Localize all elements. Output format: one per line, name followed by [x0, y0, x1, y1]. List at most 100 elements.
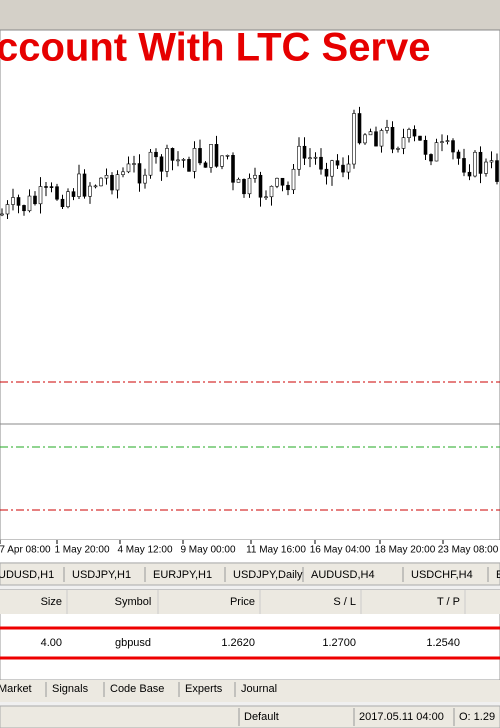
- time-label: 1 May 20:00: [54, 545, 109, 556]
- chart-tab-bar: [0, 562, 500, 586]
- candle-body: [319, 156, 323, 170]
- terminal-tab[interactable]: Signals: [52, 683, 89, 695]
- candle-body: [423, 139, 428, 155]
- candle-body: [390, 126, 395, 150]
- chart-tab[interactable]: E: [496, 569, 500, 581]
- candle-body: [462, 158, 466, 173]
- candle-body: [440, 141, 444, 143]
- candle-body: [231, 155, 235, 183]
- candle-body: [379, 130, 384, 147]
- candle-body: [280, 177, 285, 186]
- candle-body: [16, 197, 21, 206]
- table-cell: gbpusd: [115, 637, 151, 649]
- time-label: 18 May 20:00: [375, 545, 436, 556]
- banner-title: ccount With LTC Serve: [0, 26, 431, 70]
- candle-body: [93, 185, 98, 188]
- candle-body: [60, 198, 65, 208]
- candle-body: [5, 204, 10, 215]
- candle-body: [22, 205, 26, 212]
- candle-body: [143, 174, 147, 184]
- candle-body: [346, 163, 351, 173]
- candle-body: [198, 148, 202, 164]
- status-field: O: 1.29: [459, 711, 495, 723]
- chart-tab[interactable]: AUDUSD,H4: [311, 569, 375, 581]
- candle-body: [385, 126, 389, 131]
- table-cell: 1.2620: [221, 637, 255, 649]
- candle-body: [187, 159, 191, 172]
- column-header: T / P: [437, 596, 460, 608]
- terminal-tab[interactable]: Experts: [185, 683, 223, 695]
- candle-body: [478, 151, 483, 174]
- candle-body: [253, 174, 257, 179]
- candles: [0, 106, 499, 220]
- status-field: Default: [244, 711, 279, 723]
- candle-body: [412, 129, 417, 137]
- candle-body: [335, 160, 340, 166]
- candle-body: [291, 168, 296, 191]
- candle-body: [473, 151, 477, 177]
- time-axis: [0, 540, 500, 562]
- candle-body: [456, 151, 461, 159]
- candle-body: [209, 144, 213, 168]
- table-header: [0, 590, 500, 614]
- candle-body: [214, 144, 219, 167]
- candle-body: [154, 151, 158, 158]
- candle-body: [495, 160, 499, 182]
- candle-body: [489, 160, 494, 163]
- time-label: 16 May 04:00: [310, 545, 371, 556]
- chart-tab[interactable]: EURJPY,H1: [153, 569, 212, 581]
- terminal-tab[interactable]: Journal: [241, 683, 277, 695]
- terminal-tab[interactable]: Code Base: [110, 683, 164, 695]
- candle-body: [352, 113, 356, 165]
- status-field: 2017.05.11 04:00: [359, 711, 444, 723]
- candle-body: [313, 156, 318, 159]
- candle-body: [445, 140, 450, 142]
- chart-tab[interactable]: UDUSD,H1: [0, 569, 54, 581]
- candle-body: [33, 195, 37, 205]
- table-cell: 1.2540: [426, 637, 460, 649]
- candle-body: [264, 196, 268, 199]
- candle-body: [242, 178, 246, 195]
- candle-body: [110, 175, 114, 191]
- candle-body: [368, 131, 373, 136]
- chart-tab[interactable]: USDCHF,H4: [411, 569, 473, 581]
- candle-body: [308, 157, 312, 160]
- candle-body: [137, 163, 142, 184]
- candle-body: [121, 171, 125, 175]
- candle-body: [374, 131, 378, 147]
- candle-body: [302, 145, 307, 159]
- candle-body: [55, 186, 59, 200]
- candle-body: [11, 197, 15, 205]
- column-header: S / L: [333, 596, 356, 608]
- chart-tab[interactable]: USDJPY,Daily: [233, 569, 303, 581]
- candle-body: [396, 148, 400, 150]
- candle-body: [77, 173, 81, 197]
- candle-body: [159, 156, 164, 172]
- table-cell: 4.00: [41, 637, 62, 649]
- candle-body: [88, 185, 92, 197]
- time-label: 11 May 16:00: [246, 545, 306, 556]
- candle-body: [407, 129, 411, 138]
- candle-body: [27, 195, 32, 212]
- candle-body: [429, 154, 433, 162]
- terminal-tab[interactable]: Market: [0, 683, 32, 695]
- status-bar: [0, 705, 500, 728]
- candle-body: [297, 145, 301, 170]
- candle-body: [165, 148, 169, 172]
- chart-area: [0, 29, 500, 541]
- candle-body: [467, 171, 472, 177]
- candle-body: [275, 177, 279, 187]
- candle-body: [258, 174, 263, 198]
- candle-body: [357, 113, 362, 144]
- candle-body: [401, 137, 406, 149]
- candle-body: [451, 140, 455, 153]
- candle-body: [82, 173, 87, 197]
- candle-body: [434, 142, 439, 162]
- candle-body: [148, 151, 153, 176]
- chart-tab[interactable]: USDJPY,H1: [72, 569, 131, 581]
- top-bar: [0, 0, 500, 30]
- candle-body: [247, 177, 252, 195]
- candle-body: [104, 175, 109, 179]
